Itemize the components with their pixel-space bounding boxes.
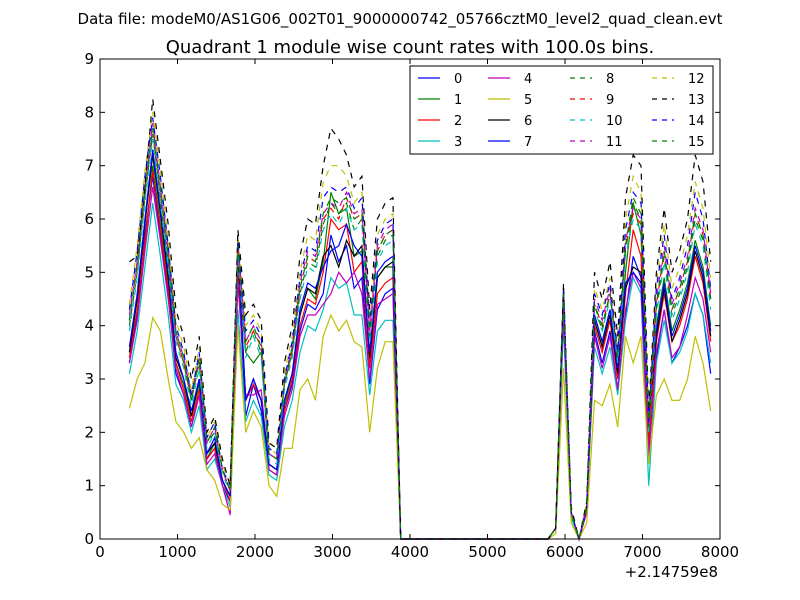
legend-label: 13	[688, 93, 705, 108]
legend-label: 15	[688, 135, 705, 150]
legend-item-1: 1	[418, 93, 462, 108]
legend-label: 14	[688, 114, 705, 129]
legend-label: 2	[454, 114, 462, 129]
legend-label: 3	[454, 135, 462, 150]
legend-item-10: 10	[570, 114, 623, 129]
legend-item-14: 14	[652, 114, 705, 129]
x-offset-label: +2.14759e8	[625, 563, 718, 581]
y-tick-label: 8	[84, 103, 94, 121]
legend-item-0: 0	[418, 72, 462, 87]
x-tick-label: 5000	[468, 543, 506, 561]
legend-frame	[409, 65, 714, 155]
legend-label: 0	[454, 72, 462, 87]
legend-item-9: 9	[570, 93, 614, 108]
y-tick-label: 4	[84, 317, 94, 335]
legend-label: 6	[524, 114, 532, 129]
legend-item-2: 2	[418, 114, 462, 129]
legend-item-12: 12	[652, 72, 705, 87]
chart-suptitle: Data file: modeM0/AS1G06_002T01_90000007…	[78, 10, 723, 29]
legend-label: 10	[606, 114, 623, 129]
x-tick-label: 2000	[236, 543, 274, 561]
plot-area: 0 1000 2000 3000 4000 5000 6000 7000 8000 012345…	[84, 50, 739, 561]
x-tick-label: 8000	[701, 543, 739, 561]
y-tick-label: 2	[84, 423, 94, 441]
y-tick-label: 9	[84, 50, 94, 68]
legend-label: 8	[606, 72, 614, 87]
legend-label: 4	[524, 72, 532, 87]
legend-item-3: 3	[418, 135, 462, 150]
legend-label: 7	[524, 135, 532, 150]
legend-label: 12	[688, 72, 705, 87]
y-tick-label: 0	[84, 530, 94, 548]
legend-item-11: 11	[570, 135, 623, 150]
legend-item-4: 4	[488, 72, 532, 87]
legend-item-6: 6	[488, 114, 532, 129]
x-tick-label: 1000	[158, 543, 196, 561]
y-tick-label: 6	[84, 210, 94, 228]
legend-label: 5	[524, 93, 532, 108]
x-tick-label: 3000	[313, 543, 351, 561]
x-tick-label: 7000	[623, 543, 661, 561]
legend-item-8: 8	[570, 72, 614, 87]
y-tick-label: 1	[84, 477, 94, 495]
x-tick-label: 0	[95, 543, 105, 561]
y-tick-label: 3	[84, 370, 94, 388]
legend-label: 9	[606, 93, 614, 108]
x-axis: 0 1000 2000 3000 4000 5000 6000 7000 8000	[95, 59, 739, 561]
legend-item-15: 15	[652, 135, 705, 150]
chart-title: Quadrant 1 module wise count rates with …	[166, 37, 655, 58]
legend-item-13: 13	[652, 93, 705, 108]
legend-label: 1	[454, 93, 462, 108]
x-tick-label: 6000	[546, 543, 584, 561]
x-tick-label: 4000	[391, 543, 429, 561]
y-tick-label: 5	[84, 263, 94, 281]
legend-item-7: 7	[488, 135, 532, 150]
y-tick-label: 7	[84, 157, 94, 175]
legend-item-5: 5	[488, 93, 532, 108]
legend-label: 11	[606, 135, 623, 150]
